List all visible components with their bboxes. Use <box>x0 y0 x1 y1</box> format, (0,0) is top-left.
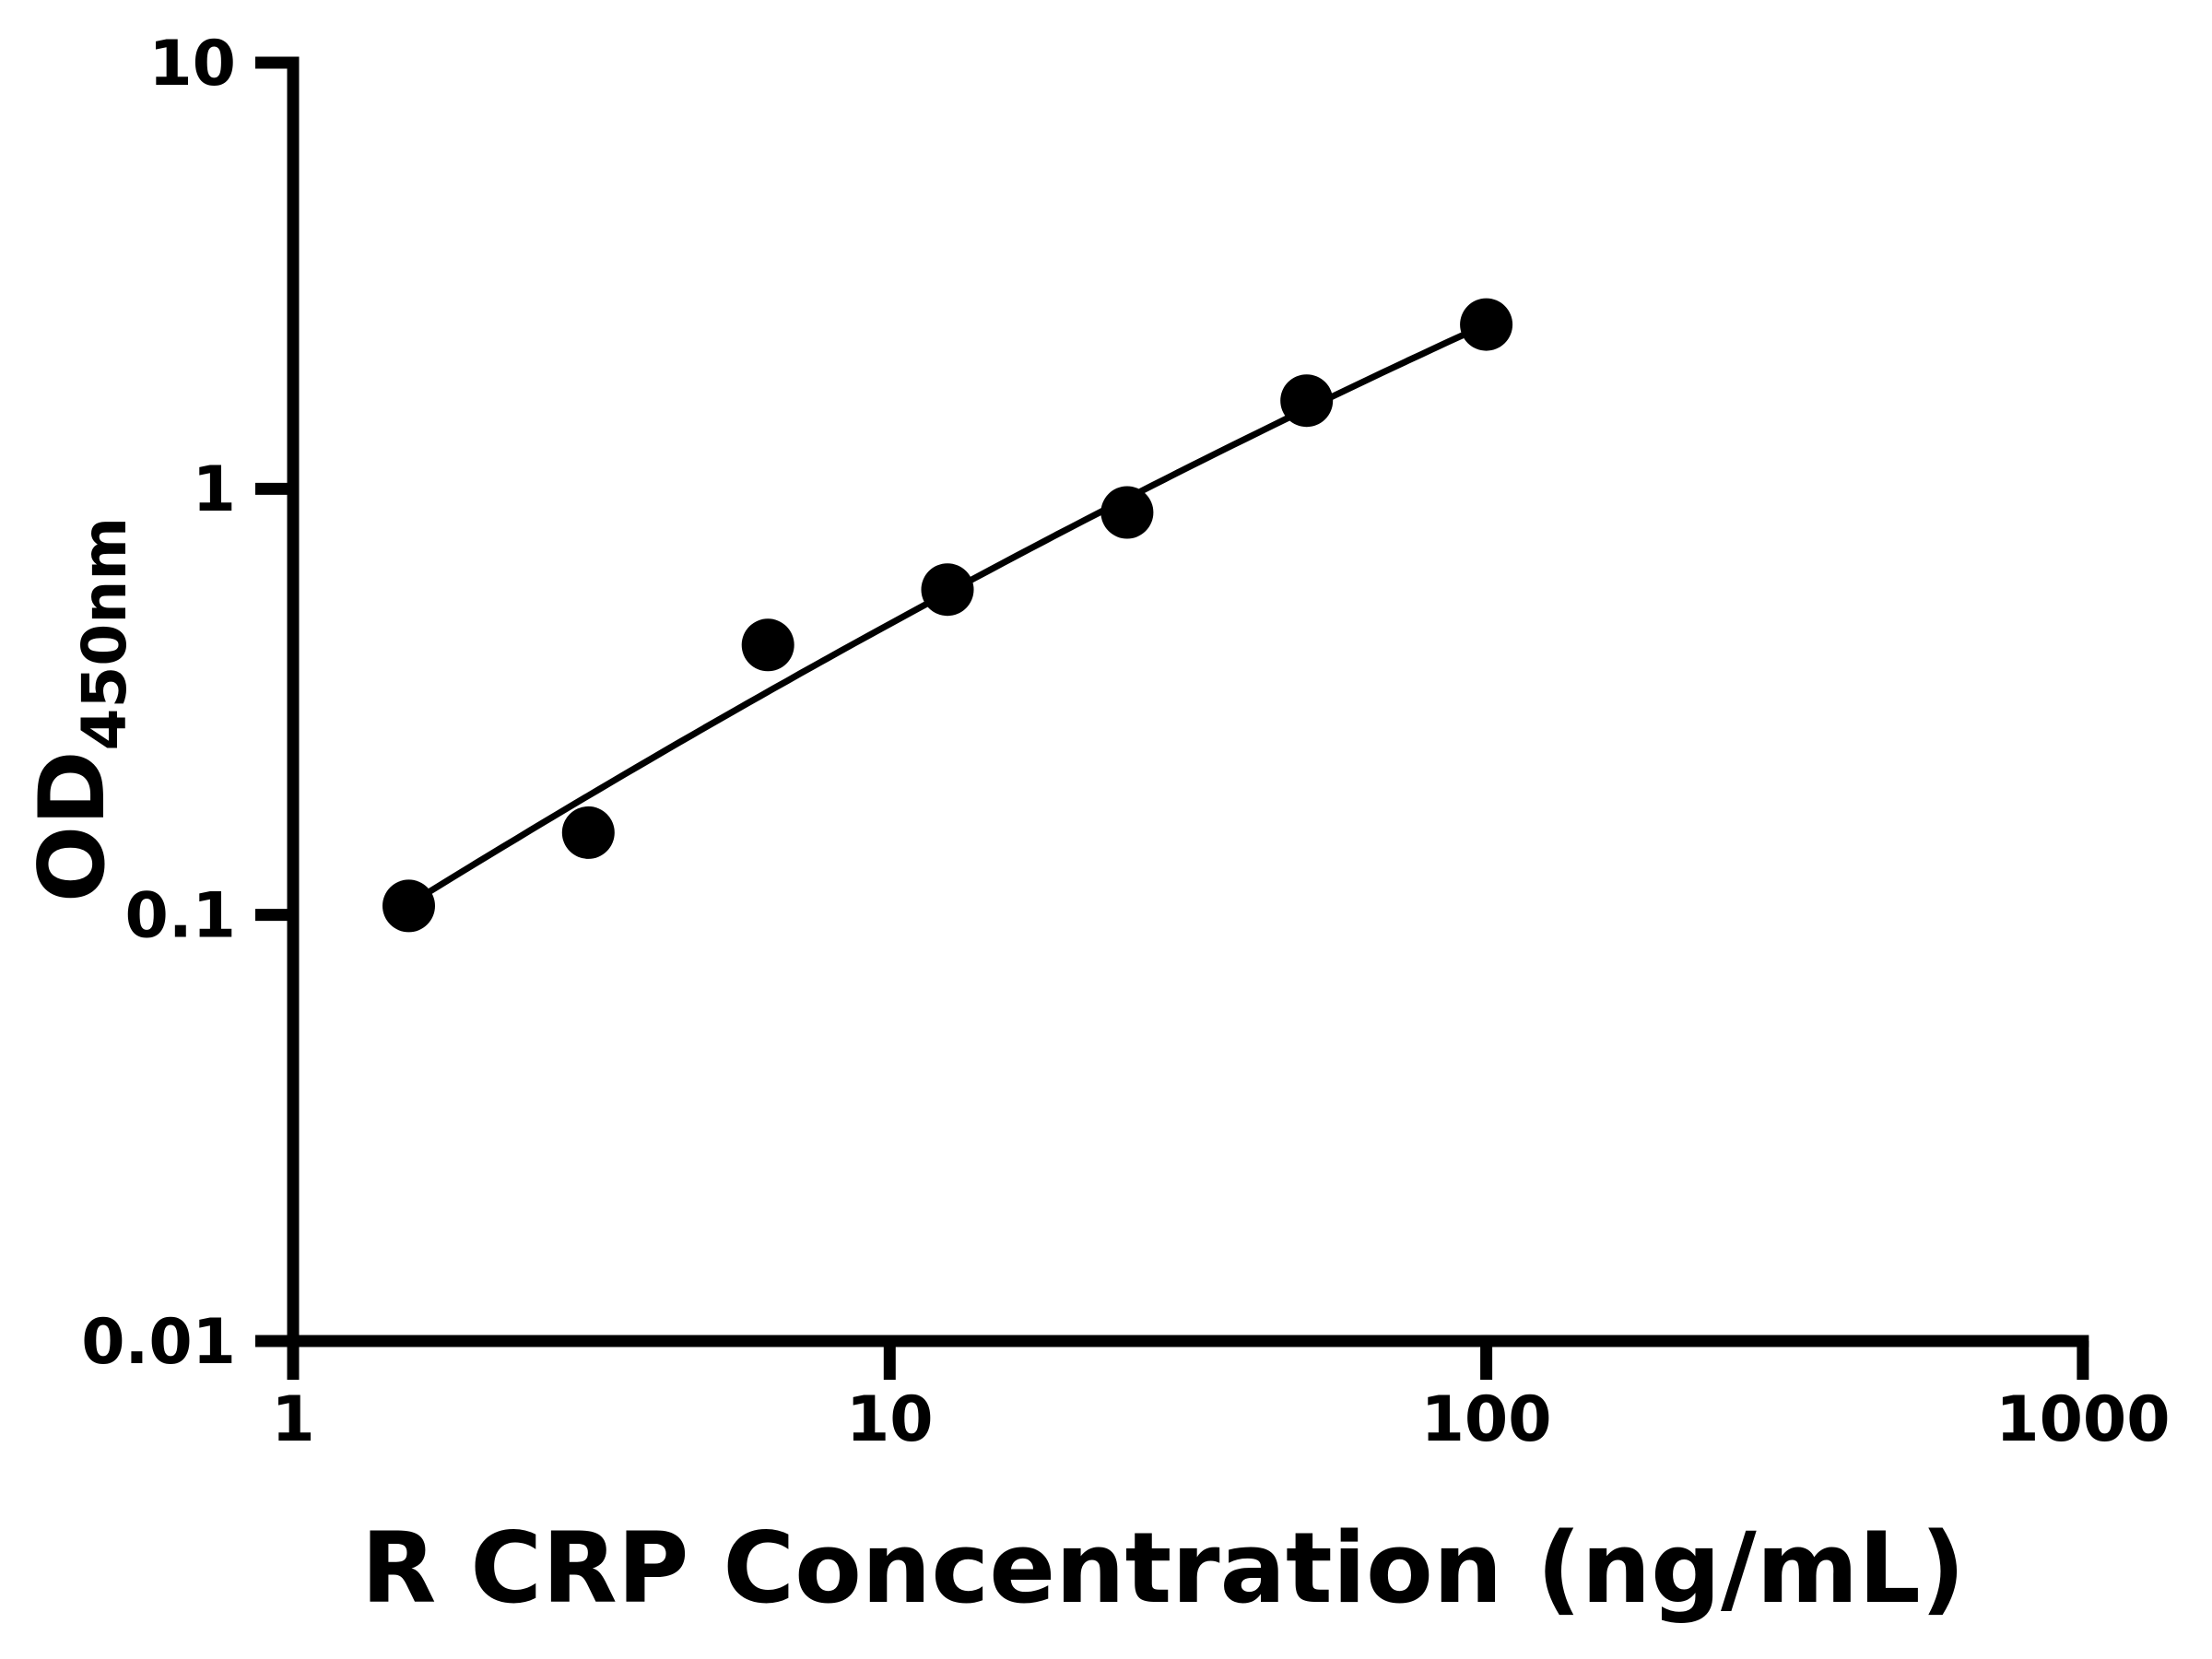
y-axis-title-subscript: 450nm <box>69 517 140 751</box>
data-point <box>921 563 974 617</box>
data-point <box>1280 374 1334 428</box>
data-points <box>382 298 1513 933</box>
x-tick-label: 100 <box>1421 1383 1552 1456</box>
data-point <box>741 618 794 672</box>
y-tick-label: 0.1 <box>125 879 236 952</box>
data-point <box>382 879 435 933</box>
y-axis-title-main: OD <box>20 750 125 902</box>
data-point <box>1100 486 1154 539</box>
x-tick-label: 1000 <box>1995 1383 2170 1456</box>
y-tick-label: 0.01 <box>81 1306 236 1379</box>
y-tick-label: 1 <box>193 453 236 526</box>
axis-tick-labels: 10 1 0.1 0.01 1 10 100 1000 <box>81 28 2170 1456</box>
axis-ticks <box>255 56 2089 1380</box>
x-tick-label: 10 <box>846 1383 934 1456</box>
y-tick-label: 10 <box>148 28 236 100</box>
data-point <box>1460 298 1513 351</box>
y-axis-title: OD450nm <box>20 517 140 902</box>
x-tick-label: 1 <box>271 1383 314 1456</box>
x-axis-title: R CRP Concentration (ng/mL) <box>361 1512 1965 1625</box>
data-point <box>561 806 615 859</box>
